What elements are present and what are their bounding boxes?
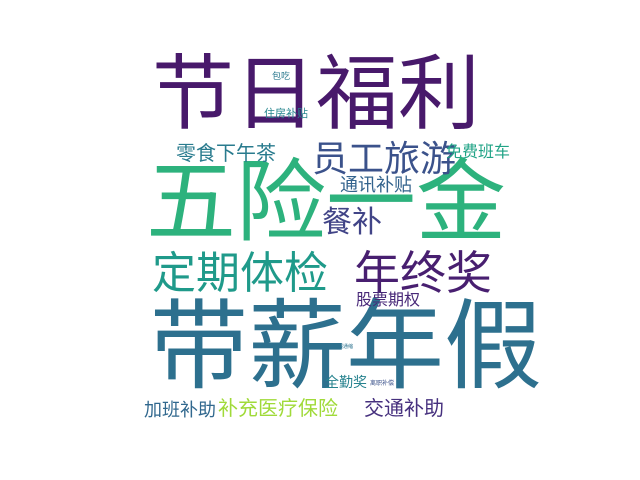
word-nianzhongjiang: 年终奖 [354,246,492,300]
word-tongxun-butie: 通讯补贴 [340,175,412,196]
word-jiaban-buzhu: 加班补助 [144,400,216,421]
word-zhufang-butie: 住房补贴 [264,107,308,120]
word-mianfei-banche: 免费班车 [446,142,511,161]
word-jieri-fuli: 节日福利 [152,47,481,142]
word-canbu: 餐补 [322,205,382,240]
word-wuxian-yijin: 五险一金 [146,150,506,255]
word-jiaotong-buzhu: 交通补助 [364,396,444,420]
word-quanqinjiang: 全勤奖 [325,375,367,391]
word-yuangong-lvyou: 员工旅游 [312,139,457,180]
word-lingshi-xiawucha: 零食下午茶 [176,141,276,165]
word-gupiao-qiquan: 股票期权 [356,290,421,309]
word-daixin-nianjia: 带薪年假 [150,290,543,404]
word-nianjia-tongsuo: 年假通缩 [333,344,354,350]
word-baochi: 包吃 [272,72,291,82]
word-dingqi-tijian: 定期体检 [152,248,328,299]
word-buchong-yiliao: 补充医疗保险 [218,396,338,420]
word-lizhi-buchang: 离职补偿 [370,380,395,387]
